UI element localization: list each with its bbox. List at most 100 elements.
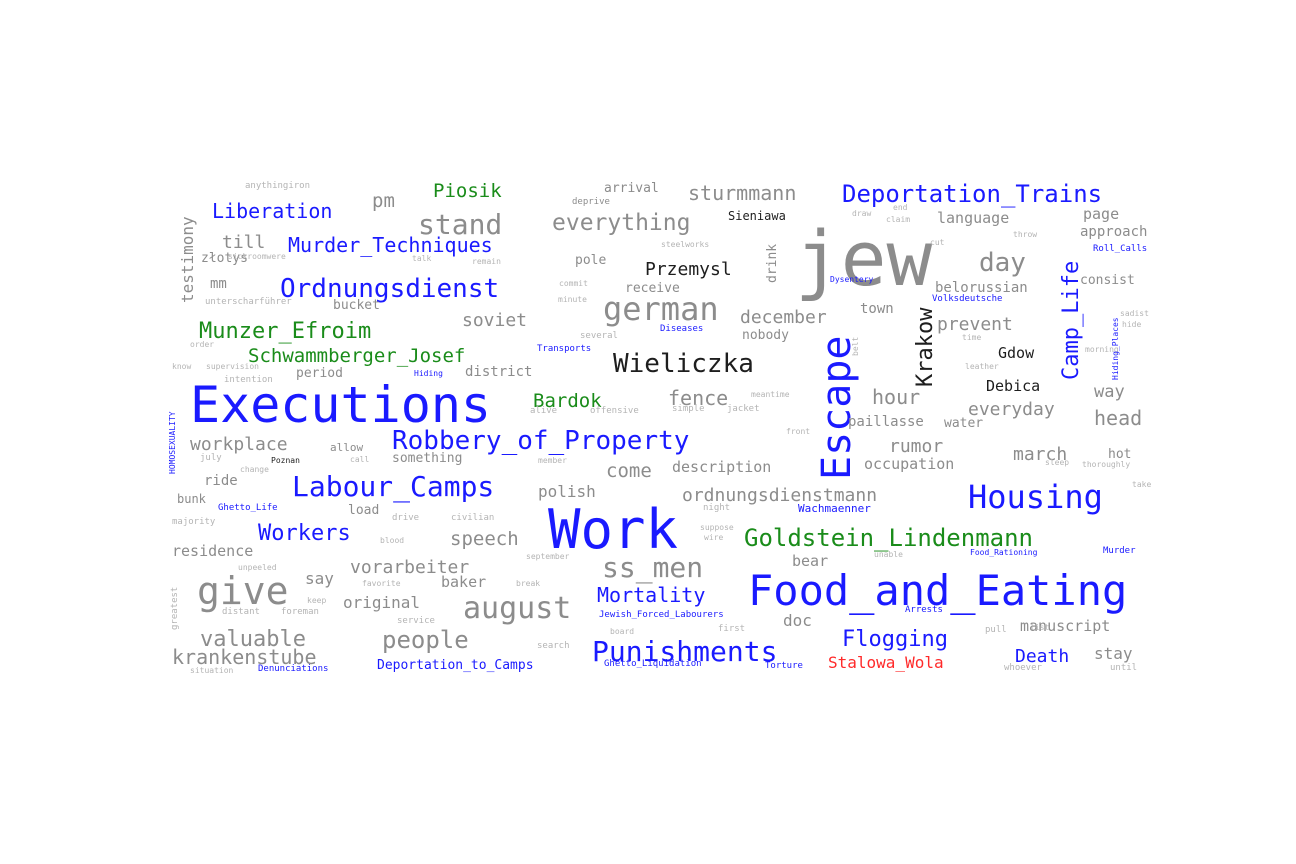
cloud-word: offensive	[590, 406, 639, 416]
cloud-word: remain	[472, 257, 501, 266]
cloud-word: distant	[222, 607, 260, 617]
cloud-word: Gdow	[998, 344, 1035, 362]
cloud-word: order	[190, 340, 214, 349]
cloud-word: hot	[1108, 447, 1131, 462]
cloud-word: Food_Rationing	[970, 548, 1038, 557]
cloud-word: first	[718, 624, 745, 634]
cloud-word: Labour_Camps	[292, 470, 494, 504]
cloud-word: minute	[558, 295, 587, 304]
cloud-word: august	[463, 591, 571, 626]
cloud-word: hide	[1122, 320, 1141, 329]
cloud-word: speech	[450, 528, 519, 550]
cloud-word: Housing	[968, 478, 1103, 516]
cloud-word: Piosik	[433, 180, 502, 202]
cloud-word: way	[1094, 382, 1125, 402]
cloud-word: give	[197, 569, 289, 613]
cloud-word: whoever	[1004, 663, 1043, 673]
cloud-word: Transports	[537, 344, 591, 354]
cloud-word: talk	[412, 254, 431, 263]
cloud-word: Diseases	[660, 324, 703, 334]
cloud-word: Ghetto_Liquidation	[604, 659, 702, 669]
cloud-word: say	[305, 569, 334, 588]
cloud-word: suppose	[700, 523, 734, 532]
cloud-word: people	[382, 626, 469, 654]
cloud-word: bunk	[177, 492, 207, 506]
cloud-word: baker	[441, 573, 486, 591]
cloud-word: supervision	[206, 362, 259, 371]
cloud-word: sleep	[1045, 458, 1069, 467]
cloud-word: Debica	[986, 377, 1040, 395]
cloud-word: unpeeled	[238, 563, 277, 572]
cloud-word: december	[740, 307, 827, 328]
cloud-word: break	[516, 579, 540, 588]
cloud-word: stand	[418, 208, 502, 241]
cloud-word: złotys	[201, 251, 248, 266]
cloud-word: ride	[204, 473, 238, 489]
cloud-word: Executions	[190, 376, 491, 434]
cloud-word: Arrests	[905, 605, 943, 615]
cloud-word: arrival	[604, 181, 659, 196]
cloud-word: Food_and_Eating	[748, 566, 1127, 615]
cloud-word: unable	[874, 550, 903, 559]
cloud-word: several	[580, 331, 618, 341]
cloud-word: Roll_Calls	[1093, 244, 1147, 254]
cloud-word: belorussian	[935, 280, 1028, 296]
cloud-word: Workers	[258, 521, 351, 546]
cloud-word: krankenstube	[172, 645, 317, 669]
cloud-word: majority	[172, 517, 216, 527]
cloud-word: Poznan	[271, 456, 300, 465]
cloud-word: valuable	[200, 627, 306, 652]
cloud-word: simple	[672, 404, 705, 414]
cloud-word: Przemysl	[645, 259, 732, 280]
cloud-word: Ordnungsdienst	[280, 274, 499, 304]
cloud-word: steelworks	[661, 240, 709, 249]
cloud-word: soviet	[462, 310, 527, 331]
cloud-word: nobody	[742, 328, 789, 343]
cloud-word: september	[526, 552, 570, 561]
cloud-word: approach	[1080, 224, 1147, 240]
cloud-word: take	[1132, 480, 1151, 489]
cloud-word: draw	[852, 209, 871, 218]
cloud-word: residence	[172, 542, 253, 560]
cloud-word: alive	[530, 406, 557, 416]
cloud-word: stay	[1094, 644, 1133, 663]
cloud-word: till	[222, 232, 265, 253]
cloud-word: until	[1110, 663, 1137, 673]
cloud-word: front	[786, 427, 810, 436]
cloud-word: load	[348, 503, 379, 518]
cloud-word: pm	[372, 190, 395, 212]
cloud-word: march	[1013, 444, 1067, 465]
cloud-word: doc	[783, 611, 812, 630]
cloud-word: member	[538, 456, 567, 465]
cloud-word: Krakow	[913, 307, 938, 387]
cloud-word: Schwammberger_Josef	[248, 345, 465, 367]
cloud-word: district	[465, 364, 532, 380]
cloud-word: Wieliczka	[613, 349, 754, 379]
cloud-word: town	[860, 301, 894, 317]
cloud-word: original	[343, 593, 420, 612]
cloud-word: time	[962, 333, 981, 342]
cloud-word: Sieniawa	[728, 209, 786, 223]
cloud-word: water	[944, 416, 983, 431]
cloud-word: situation	[190, 666, 234, 675]
cloud-word: meantime	[751, 390, 790, 399]
cloud-word: Escape	[814, 336, 860, 481]
cloud-word: intention	[224, 375, 273, 385]
cloud-word: something	[392, 451, 462, 466]
cloud-word: commit	[559, 279, 588, 288]
cloud-word: leather	[965, 362, 999, 371]
cloud-word: Punishments	[592, 635, 777, 668]
cloud-word: Munzer_Efroim	[199, 319, 371, 344]
cloud-word: everyday	[968, 399, 1055, 420]
cloud-word: description	[672, 458, 771, 476]
cloud-word: drive	[392, 513, 419, 523]
cloud-word: receive	[625, 281, 680, 296]
cloud-word: manuscript	[1020, 617, 1110, 635]
cloud-word: throw	[1013, 230, 1037, 239]
cloud-word: prevent	[937, 314, 1013, 335]
cloud-word: foreman	[281, 607, 319, 617]
cloud-word: unterscharführer	[205, 297, 292, 307]
cloud-word: come	[606, 460, 652, 482]
cloud-word: allow	[330, 441, 363, 454]
